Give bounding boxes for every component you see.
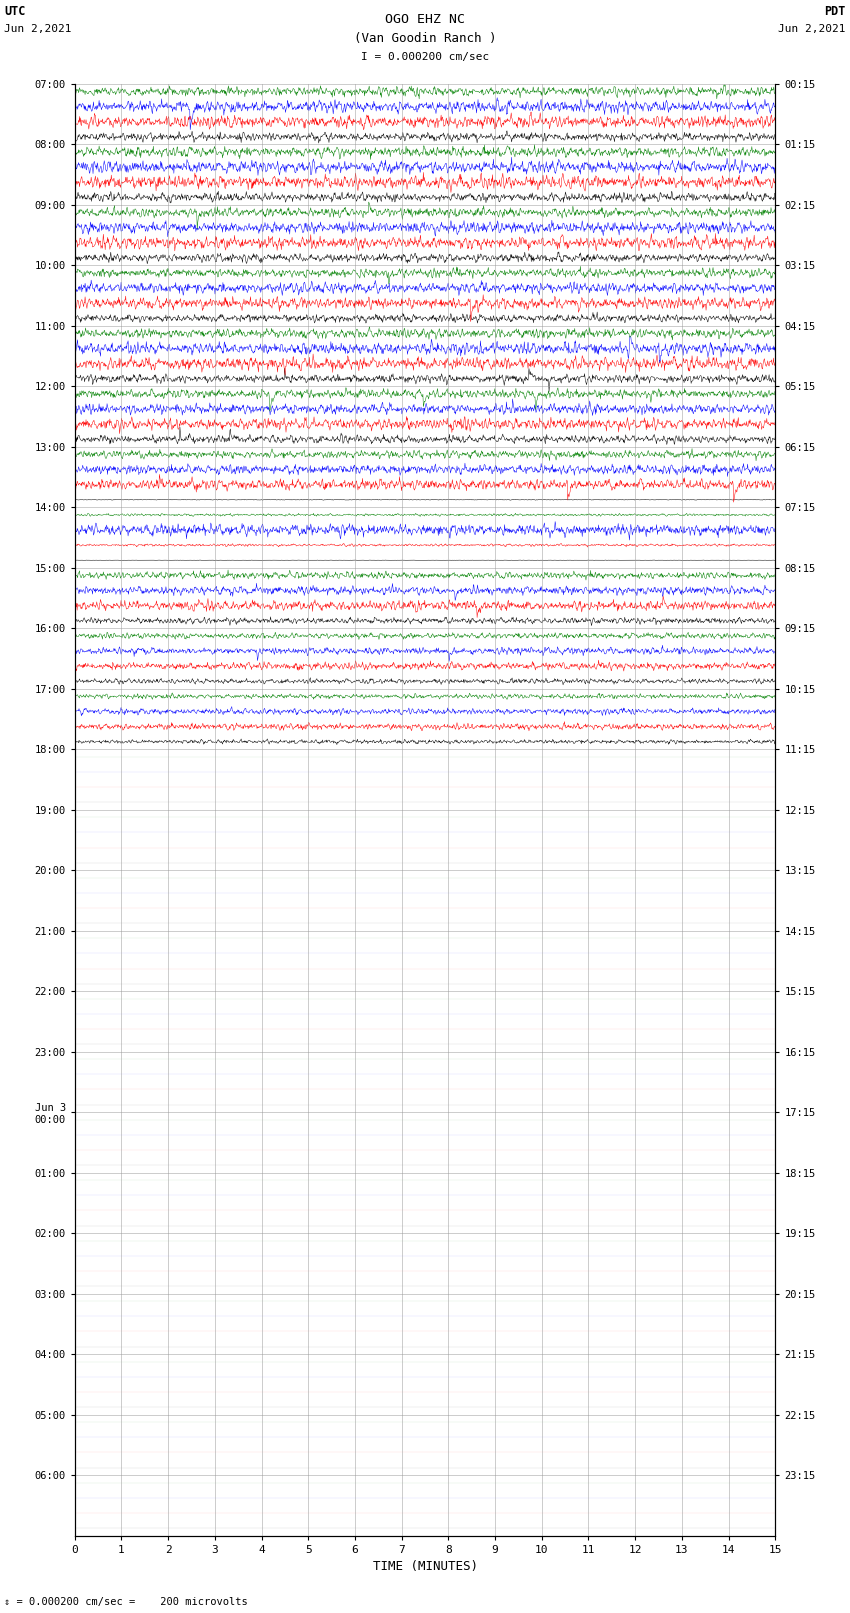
Text: PDT: PDT (824, 5, 846, 18)
Text: (Van Goodin Ranch ): (Van Goodin Ranch ) (354, 32, 496, 45)
Text: Jun 2,2021: Jun 2,2021 (4, 24, 71, 34)
Text: Jun 2,2021: Jun 2,2021 (779, 24, 846, 34)
Text: UTC: UTC (4, 5, 26, 18)
Text: I = 0.000200 cm/sec: I = 0.000200 cm/sec (361, 52, 489, 61)
Text: ⇕ = 0.000200 cm/sec =    200 microvolts: ⇕ = 0.000200 cm/sec = 200 microvolts (4, 1597, 248, 1607)
Text: OGO EHZ NC: OGO EHZ NC (385, 13, 465, 26)
X-axis label: TIME (MINUTES): TIME (MINUTES) (372, 1560, 478, 1573)
